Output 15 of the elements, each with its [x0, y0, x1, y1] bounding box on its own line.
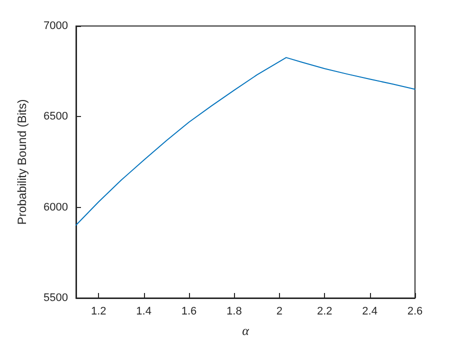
y-tick-label: 6000 — [44, 201, 68, 214]
x-tick-label: 2.6 — [407, 306, 423, 318]
x-tick-label: 2.4 — [362, 306, 378, 318]
x-tick-label: 1.6 — [181, 306, 197, 318]
x-axis-title: α — [242, 323, 250, 338]
y-tick-label: 7000 — [44, 20, 68, 32]
x-tick-label: 2.2 — [316, 306, 332, 318]
x-tick-label: 2 — [276, 306, 282, 318]
x-tick-label: 1.8 — [226, 306, 242, 318]
line-series — [76, 57, 416, 226]
x-tick-label: 1.2 — [90, 306, 106, 318]
x-tick-label: 1.4 — [136, 306, 152, 318]
y-tick-label: 5500 — [44, 292, 68, 304]
y-axis-title: Probability Bound (Bits) — [15, 99, 29, 225]
y-tick-label: 6500 — [44, 110, 68, 123]
